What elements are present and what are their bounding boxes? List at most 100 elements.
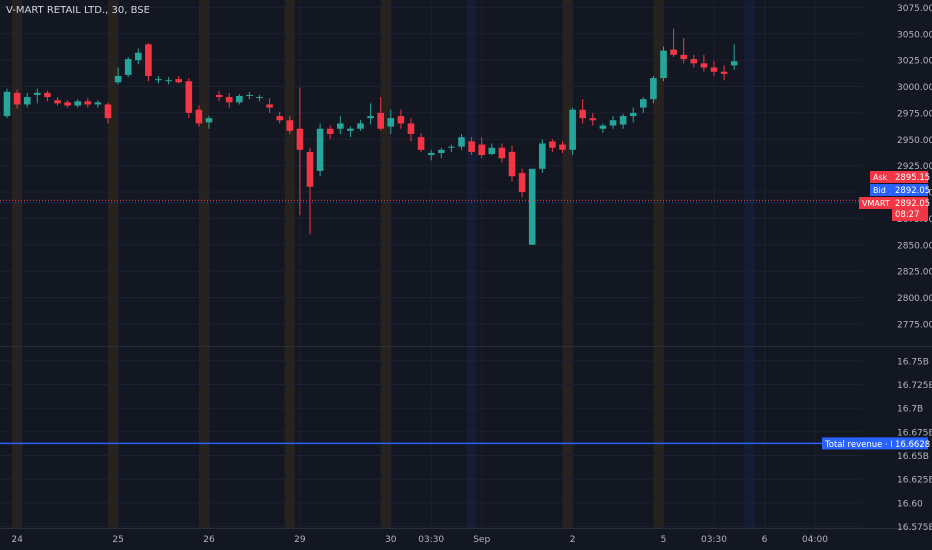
candle-body[interactable] — [205, 118, 213, 123]
bid-value: 2892.05 — [895, 186, 930, 196]
candle-body[interactable] — [3, 91, 11, 117]
time-tick-label: 6 — [762, 535, 768, 545]
candle-body[interactable] — [44, 92, 51, 98]
last-value-tag — [892, 197, 928, 221]
candle-body[interactable] — [518, 173, 526, 193]
time-tick-label: 30 — [385, 535, 397, 545]
revenue-tick-label: 16.575B — [897, 523, 932, 533]
candle-body[interactable] — [468, 141, 475, 152]
candle-body[interactable] — [84, 101, 92, 105]
candle-body[interactable] — [407, 123, 415, 134]
candle-body[interactable] — [498, 147, 506, 159]
session-highlight — [466, 0, 477, 528]
candle-body[interactable] — [296, 128, 304, 150]
candle-body[interactable] — [54, 100, 61, 104]
candle-body[interactable] — [316, 128, 324, 171]
ask-name-tag — [870, 171, 892, 183]
candle-body[interactable] — [104, 104, 112, 119]
candle-body[interactable] — [286, 120, 294, 131]
ask-value: 2895.15 — [895, 173, 930, 183]
candle-body[interactable] — [579, 109, 586, 119]
candle-body[interactable] — [569, 109, 576, 150]
candle-body[interactable] — [135, 52, 142, 61]
candle-body[interactable] — [539, 143, 546, 169]
candle-body[interactable] — [195, 109, 203, 124]
candle-body[interactable] — [720, 71, 728, 74]
price-tick-label: 3025.00 — [897, 57, 932, 67]
candle-body[interactable] — [629, 112, 637, 117]
candle-body[interactable] — [225, 97, 233, 103]
last-countdown: 08:27 — [895, 210, 920, 220]
session-highlight — [284, 0, 295, 528]
candle-body[interactable] — [337, 123, 344, 129]
candle-body[interactable] — [175, 79, 182, 83]
candle-body[interactable] — [246, 94, 253, 97]
candle-body[interactable] — [306, 151, 314, 187]
candle-body[interactable] — [155, 79, 162, 81]
revenue-tick-label: 16.60 — [897, 499, 923, 509]
candle-body[interactable] — [690, 59, 698, 64]
candle-body[interactable] — [236, 96, 243, 103]
candle-body[interactable] — [700, 63, 708, 68]
candle-body[interactable] — [650, 78, 657, 100]
ask-name: Ask — [873, 173, 888, 182]
candle-body[interactable] — [266, 104, 273, 108]
candle-body[interactable] — [185, 81, 193, 113]
candle-body[interactable] — [438, 149, 445, 153]
bid-value-tag — [892, 184, 928, 196]
last-name: VMART — [862, 199, 890, 208]
candle-body[interactable] — [427, 152, 435, 156]
price-tick-label: 2800.00 — [897, 294, 932, 304]
candle-body[interactable] — [488, 147, 496, 155]
candle-body[interactable] — [165, 80, 172, 82]
candle-body[interactable] — [64, 102, 71, 106]
candle-body[interactable] — [114, 75, 122, 83]
candle-body[interactable] — [94, 102, 102, 105]
candle-body[interactable] — [660, 50, 667, 79]
candle-body[interactable] — [730, 61, 738, 66]
candle-body[interactable] — [326, 128, 334, 134]
time-tick-label: Sep — [473, 535, 490, 545]
candle-body[interactable] — [13, 92, 21, 105]
candle-body[interactable] — [215, 94, 223, 98]
session-highlight — [380, 0, 391, 528]
candle-body[interactable] — [276, 116, 283, 121]
candle-body[interactable] — [680, 54, 687, 60]
candle-body[interactable] — [256, 97, 263, 99]
candle-body[interactable] — [640, 99, 647, 108]
candle-body[interactable] — [609, 120, 617, 126]
candle-body[interactable] — [377, 112, 384, 129]
candle-body[interactable] — [387, 118, 395, 127]
candle-body[interactable] — [528, 168, 536, 245]
candle-body[interactable] — [710, 67, 718, 72]
candle-body[interactable] — [417, 137, 425, 150]
candle-body[interactable] — [74, 101, 81, 106]
candle-body[interactable] — [397, 116, 405, 124]
candle-body[interactable] — [478, 144, 485, 156]
ask-value-tag — [892, 171, 928, 183]
revenue-tick-label: 16.7B — [897, 405, 923, 415]
session-highlight — [108, 0, 119, 528]
candle-body[interactable] — [124, 59, 132, 75]
time-tick-label: 03:30 — [701, 535, 727, 545]
candle-body[interactable] — [670, 49, 677, 55]
candle-body[interactable] — [508, 151, 516, 177]
candle-body[interactable] — [34, 92, 41, 95]
candle-body[interactable] — [357, 123, 364, 129]
candle-body[interactable] — [549, 141, 556, 148]
candle-body[interactable] — [448, 146, 455, 148]
session-highlight — [653, 0, 664, 528]
revenue-tick-label: 16.725B — [897, 381, 932, 391]
candle-body[interactable] — [458, 137, 465, 147]
candle-body[interactable] — [599, 125, 607, 129]
candle-body[interactable] — [145, 44, 152, 76]
candle-body[interactable] — [619, 116, 627, 125]
candle-body[interactable] — [589, 118, 597, 121]
price-tick-label: 2975.00 — [897, 109, 932, 119]
candle-body[interactable] — [347, 128, 354, 131]
candle-body[interactable] — [367, 116, 374, 119]
candle-body[interactable] — [23, 97, 31, 105]
candle-body[interactable] — [559, 144, 566, 150]
